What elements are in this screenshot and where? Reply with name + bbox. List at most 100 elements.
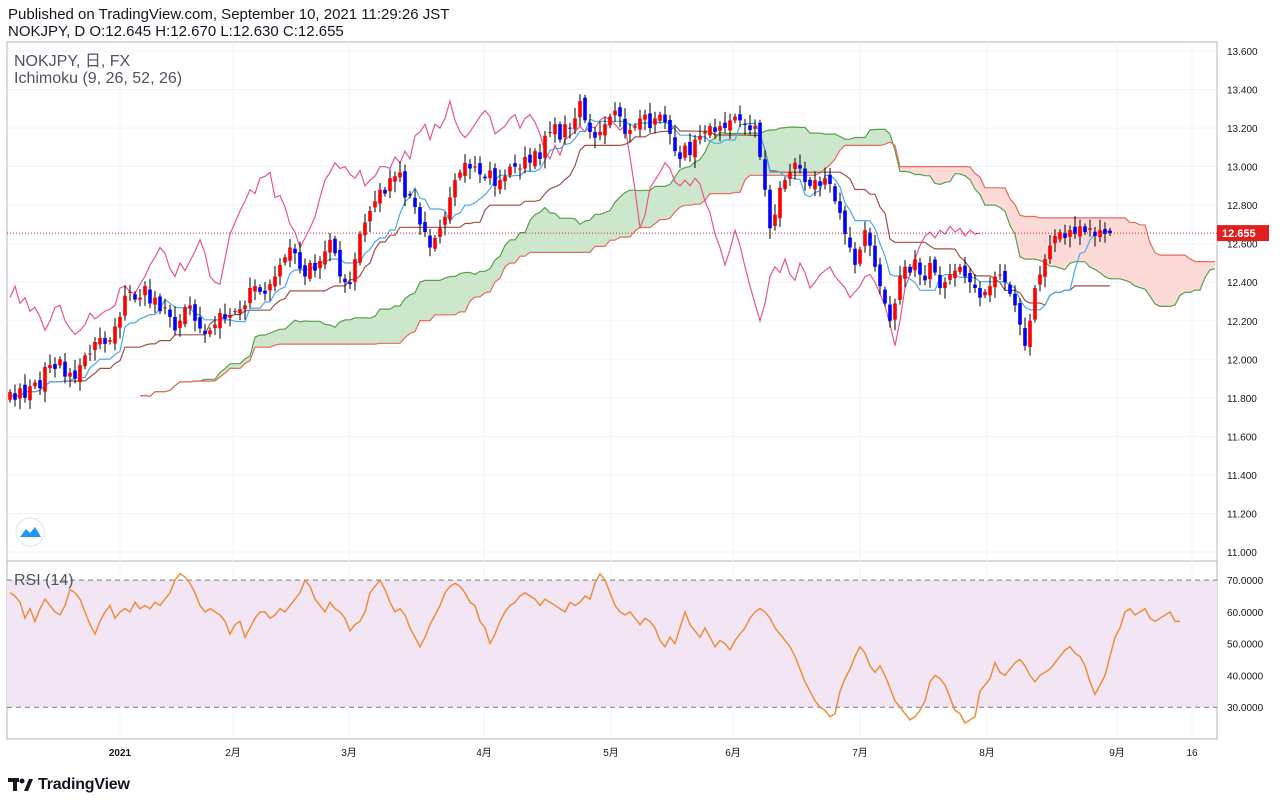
cloud-segment xyxy=(880,129,885,146)
tradingview-badge-icon[interactable] xyxy=(15,517,45,547)
candle-up xyxy=(498,180,502,190)
candle-down xyxy=(873,245,877,267)
cloud-segment xyxy=(935,166,940,185)
cloud-segment xyxy=(435,280,440,315)
candle-up xyxy=(238,309,242,314)
candle-up xyxy=(993,276,997,288)
cloud-segment xyxy=(1175,255,1180,305)
cloud-segment xyxy=(1135,222,1140,288)
candle-down xyxy=(933,259,937,273)
rsi-legend[interactable]: RSI (14) xyxy=(14,572,74,589)
cloud-segment xyxy=(660,186,665,220)
time-axis[interactable]: 2021 2月 3月 4月 5月 6月 7月 8月 9月 16 xyxy=(109,747,1198,759)
candle-up xyxy=(138,297,142,300)
cloud-segment xyxy=(835,134,840,160)
cloud-segment xyxy=(485,268,490,293)
candle-up xyxy=(328,239,332,253)
candle-down xyxy=(838,201,842,213)
cloud-segment xyxy=(945,166,950,183)
price-tick-label: 13.400 xyxy=(1227,86,1258,97)
cloud-segment xyxy=(860,137,865,146)
cloud-segment xyxy=(740,133,745,193)
candle-down xyxy=(818,181,822,186)
cloud-segment xyxy=(505,239,510,267)
cloud-segment xyxy=(280,329,285,345)
cloud-segment xyxy=(525,220,530,257)
time-tick-label: 3月 xyxy=(341,747,357,759)
cloud-segment xyxy=(990,187,995,206)
time-tick-label: 6月 xyxy=(725,747,741,759)
cloud-segment xyxy=(350,317,355,345)
rsi-line xyxy=(9,572,1180,725)
cloud-segment xyxy=(780,127,785,176)
candle-down xyxy=(798,165,802,169)
price-axis[interactable]: 13.600 13.400 13.200 13.000 12.800 12.600 12.4… xyxy=(1227,47,1258,559)
cloud-segment xyxy=(340,319,345,345)
ichimoku-legend[interactable]: Ichimoku (9, 26, 52, 26) xyxy=(14,70,182,87)
price-tick-label: 12.000 xyxy=(1227,355,1258,366)
cloud-segment xyxy=(535,212,540,253)
cloud-segment xyxy=(1110,217,1115,279)
published-line: Published on TradingView.com, September … xyxy=(8,6,450,23)
candle-up xyxy=(783,180,787,189)
cloud-segment xyxy=(690,161,695,206)
candle-down xyxy=(413,197,417,208)
cloud-segment xyxy=(815,133,820,176)
candle-up xyxy=(463,162,467,176)
candle-down xyxy=(973,284,977,289)
cloud-segment xyxy=(245,356,250,364)
candle-down xyxy=(538,152,542,159)
candle-down xyxy=(968,272,972,283)
cloud-segment xyxy=(385,309,390,344)
cloud-segment xyxy=(425,280,430,321)
cloud-segment xyxy=(745,133,750,180)
candle-down xyxy=(1023,328,1027,346)
candle-up xyxy=(8,392,12,400)
candle-up xyxy=(553,124,557,135)
candle-up xyxy=(863,230,867,247)
tradingview-logo-icon xyxy=(8,778,33,791)
candle-up xyxy=(88,353,92,355)
cloud-segment xyxy=(1165,255,1170,307)
candle-down xyxy=(673,137,677,152)
cloud-segment xyxy=(360,317,365,345)
candle-up xyxy=(508,166,512,176)
candle-up xyxy=(398,172,402,178)
cloud-segment xyxy=(230,363,235,369)
cloud-segment xyxy=(1195,261,1200,291)
candle-up xyxy=(503,176,507,182)
candle-up xyxy=(533,151,537,167)
candle-up xyxy=(48,365,52,369)
candle-up xyxy=(658,114,662,121)
cloud-segment xyxy=(365,317,370,345)
candle-down xyxy=(558,124,562,140)
candle-down xyxy=(868,232,872,246)
cloud-segment xyxy=(445,276,450,315)
candle-down xyxy=(978,288,982,298)
rsi-axis[interactable]: 70.0000 60.0000 50.0000 40.0000 30.0000 xyxy=(1227,576,1264,714)
cloud-segment xyxy=(1080,217,1085,262)
cloud-segment xyxy=(700,152,705,205)
cloud-segment xyxy=(615,197,620,241)
candle-up xyxy=(548,131,552,133)
candle-up xyxy=(248,288,252,304)
candle-up xyxy=(613,110,617,116)
rsi-tick-label: 60.0000 xyxy=(1227,608,1264,619)
cloud-segment xyxy=(555,213,560,253)
cloud-segment xyxy=(1070,217,1075,264)
candle-down xyxy=(1063,233,1067,238)
candle-down xyxy=(803,168,807,183)
brand-footer[interactable]: TradingView xyxy=(8,775,130,795)
candle-up xyxy=(243,305,247,310)
cloud-segment xyxy=(810,133,815,176)
candle-down xyxy=(423,222,427,233)
symbol-legend[interactable]: NOKJPY, 日, FX xyxy=(14,53,131,70)
cloud-segment xyxy=(630,190,635,237)
candle-down xyxy=(348,282,352,285)
candle-down xyxy=(588,122,592,132)
cloud-segment xyxy=(1160,255,1165,307)
cloud-segment xyxy=(255,335,260,348)
candle-up xyxy=(178,320,182,329)
cloud-segment xyxy=(775,128,780,176)
